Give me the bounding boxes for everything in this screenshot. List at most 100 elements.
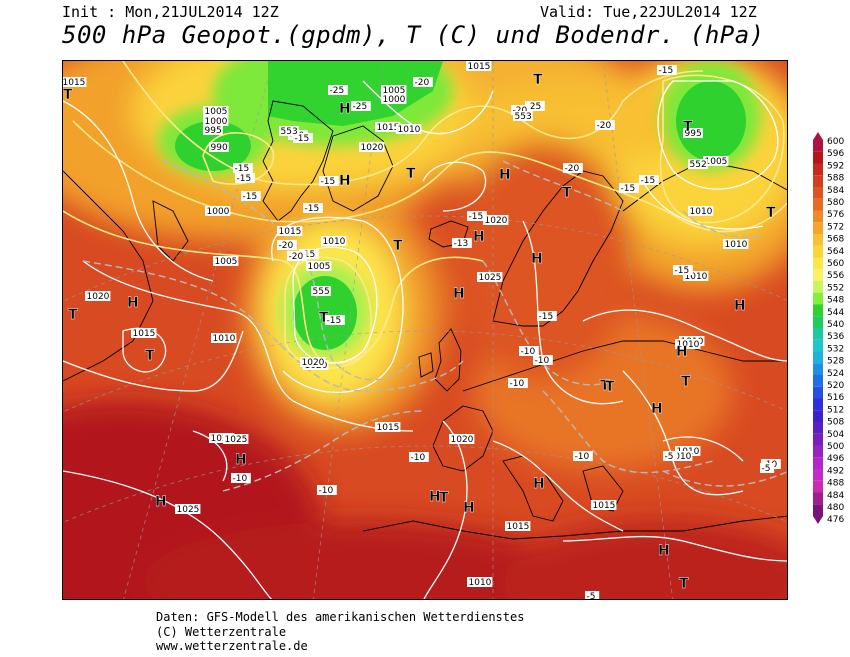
pressure-label: 990 [209, 142, 229, 153]
high-pressure-marker: H [339, 101, 351, 117]
legend-tick-label: 528 [827, 357, 844, 367]
high-pressure-marker: H [651, 401, 663, 417]
pressure-label: 1010 [688, 206, 714, 217]
svg-text:1010: 1010 [685, 272, 708, 282]
pressure-label: 1010 [683, 271, 709, 282]
temperature-label: -15 [325, 315, 345, 326]
legend-swatch [813, 257, 823, 270]
legend-tick-label: 572 [827, 222, 844, 232]
temperature-label: -10 [508, 378, 528, 389]
svg-text:1025: 1025 [211, 434, 234, 444]
svg-text:1015: 1015 [377, 123, 400, 133]
legend-swatch [813, 375, 823, 387]
svg-text:1005: 1005 [705, 157, 728, 167]
temperature-label: -15 [537, 311, 557, 322]
low-pressure-marker: T [600, 378, 610, 394]
legend-swatch [813, 222, 823, 234]
pressure-label: 1005 [306, 261, 332, 272]
svg-text:1010: 1010 [677, 340, 700, 350]
pressure-label: 1010 [675, 339, 701, 350]
temperature-label: -5 [760, 463, 775, 474]
temperature-label: -20 [413, 77, 433, 88]
svg-text:-25: -25 [330, 86, 345, 96]
svg-text:1025: 1025 [177, 505, 200, 515]
chart-title: 500 hPa Geopot.(gpdm), T (C) und Bodendr… [62, 21, 765, 49]
svg-text:-15: -15 [243, 192, 258, 202]
legend-swatch [813, 281, 823, 293]
legend-tick-label: 524 [827, 369, 844, 379]
init-time-label: Init : Mon,21JUL2014 12Z [62, 3, 279, 21]
legend-tick-label: 560 [827, 259, 844, 269]
svg-text:-20: -20 [289, 252, 304, 262]
legend-tick-label: 532 [827, 344, 844, 354]
pressure-label: 1020 [300, 357, 326, 368]
low-pressure-marker: T [319, 310, 329, 326]
valid-time-label: Valid: Tue,22JUL2014 12Z [540, 3, 757, 21]
svg-text:1025: 1025 [479, 273, 502, 283]
low-centers [175, 61, 746, 350]
legend-swatch [813, 163, 823, 176]
temperature-label: -5 [663, 451, 678, 462]
pressure-label: 1025 [477, 272, 503, 283]
pressure-label: 1015 [466, 61, 492, 72]
pressure-label: 1005 [381, 85, 407, 96]
legend-swatch [813, 410, 823, 422]
svg-text:-5: -5 [762, 464, 771, 474]
legend-swatch [813, 339, 823, 352]
legend-swatch [813, 351, 823, 364]
legend-swatch [813, 210, 823, 223]
svg-text:1015: 1015 [377, 423, 400, 433]
legend-tick-label: 480 [827, 503, 844, 513]
high-pressure-marker: H [463, 500, 475, 516]
svg-text:-20: -20 [597, 121, 612, 131]
svg-text:-5: -5 [665, 452, 674, 462]
low-pressure-marker: T [393, 238, 403, 254]
svg-text:-15: -15 [469, 212, 484, 222]
legend-swatch [813, 151, 823, 164]
low-pressure-marker: T [562, 185, 572, 201]
footer: Daten: GFS-Modell des amerikanischen Wet… [156, 610, 524, 654]
high-pressure-marker: H [339, 173, 351, 189]
temperature-label: -10 [573, 451, 593, 462]
high-pressure-marker: H [155, 494, 167, 510]
temperature-label: -20 [277, 240, 297, 251]
legend-tick-label: 584 [827, 186, 844, 196]
legend-top-arrow [813, 132, 823, 140]
high-pressure-marker: H [453, 286, 465, 302]
copyright-line: (C) Wetterzentrale [156, 624, 287, 639]
pressure-label: 1015 [375, 422, 401, 433]
svg-text:-15: -15 [621, 184, 636, 194]
pressure-label: 1025 [223, 434, 249, 445]
svg-text:1015: 1015 [468, 62, 491, 72]
svg-text:553: 553 [515, 112, 532, 122]
svg-text:1015: 1015 [63, 78, 85, 88]
pressure-label: 1010 [667, 451, 693, 462]
svg-text:1005: 1005 [383, 86, 406, 96]
temperature-label: -13 [452, 238, 472, 249]
svg-text:1020: 1020 [87, 292, 110, 302]
svg-text:1015: 1015 [593, 501, 616, 511]
svg-text:-25: -25 [527, 102, 542, 112]
legend-tick-label: 476 [827, 515, 844, 524]
svg-text:1010: 1010 [725, 240, 748, 250]
legend-tick-label: 568 [827, 235, 844, 245]
legend-swatch [813, 175, 823, 187]
svg-text:-10: -10 [233, 474, 248, 484]
temperature-label: -15 [241, 191, 261, 202]
temperature-label: -10 [533, 355, 553, 366]
low-pressure-marker: T [406, 166, 416, 182]
low-pressure-marker: T [683, 119, 693, 135]
low-pressure-marker: T [605, 379, 615, 395]
temperature-label: -20 [287, 251, 307, 262]
isobars [63, 80, 787, 599]
temperature-label: -15 [303, 203, 323, 214]
svg-text:1010: 1010 [690, 207, 713, 217]
svg-text:1020: 1020 [451, 435, 474, 445]
temperature-label: -10 [409, 452, 429, 463]
svg-text:1010: 1010 [398, 125, 421, 135]
legend-tick-label: 600 [827, 137, 844, 147]
low-pressure-marker: T [63, 87, 73, 103]
map-canvas: 1015100510009959901015100510001015101010… [63, 61, 787, 599]
pressure-label: 995 [203, 125, 223, 136]
pressure-label: 1020 [85, 291, 111, 302]
